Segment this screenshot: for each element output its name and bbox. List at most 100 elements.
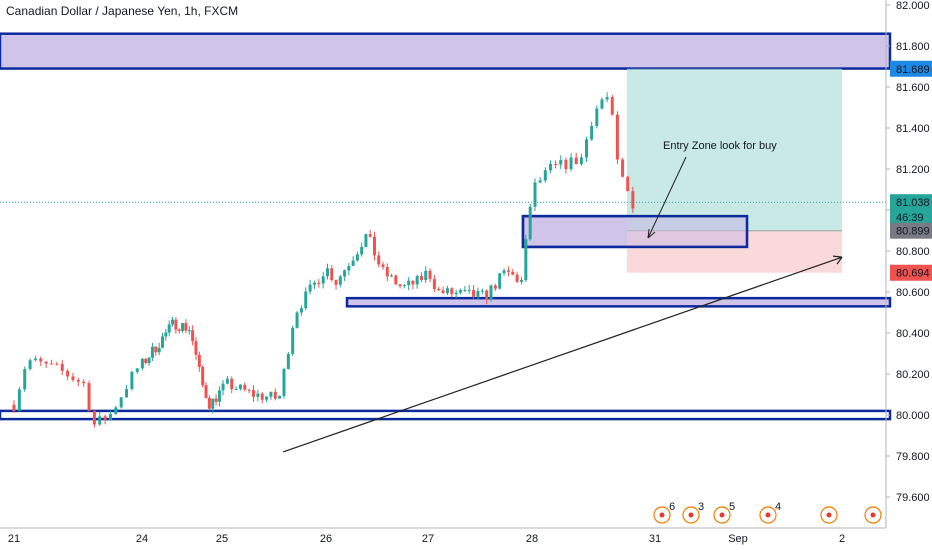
candle-body bbox=[66, 370, 70, 377]
candle-body bbox=[411, 280, 415, 285]
candle-body bbox=[17, 389, 21, 411]
candle-body bbox=[214, 398, 218, 402]
candle-body bbox=[441, 290, 445, 294]
candle-body bbox=[506, 270, 510, 272]
candle-body bbox=[130, 371, 134, 390]
candle-body bbox=[548, 163, 552, 171]
candle-body bbox=[493, 285, 497, 289]
candle-body bbox=[428, 270, 432, 280]
candle-body bbox=[489, 285, 493, 300]
candle-body bbox=[559, 160, 563, 165]
annotation-arrow bbox=[647, 156, 687, 239]
candle-body bbox=[308, 284, 312, 292]
candle-body bbox=[321, 276, 325, 284]
candle-body bbox=[355, 254, 359, 261]
candle-body bbox=[108, 413, 112, 420]
candle-body bbox=[230, 378, 234, 390]
tag-stop-bg bbox=[890, 264, 932, 281]
candle-body bbox=[207, 397, 211, 409]
candle-body bbox=[251, 390, 255, 397]
candle-body bbox=[569, 157, 573, 170]
price-tick-label: 80.600 bbox=[896, 287, 930, 299]
trend-line bbox=[282, 256, 843, 453]
candle-body bbox=[260, 393, 264, 400]
candle-body bbox=[98, 416, 102, 425]
candle-body bbox=[194, 341, 198, 355]
candle-body bbox=[554, 163, 558, 165]
candle-body bbox=[204, 385, 208, 398]
price-tick-label: 80.200 bbox=[896, 369, 930, 381]
tag-current-bg bbox=[890, 194, 932, 211]
time-tick-label: 26 bbox=[320, 533, 332, 545]
candle-body bbox=[419, 276, 423, 281]
candle-body bbox=[23, 369, 27, 390]
candle-body bbox=[485, 290, 489, 300]
zone-base bbox=[0, 409, 892, 421]
event-marker-count: 4 bbox=[775, 501, 781, 513]
price-tick-label: 81.400 bbox=[896, 123, 930, 135]
candle-body bbox=[282, 369, 286, 396]
price-tick-label: 79.600 bbox=[896, 492, 930, 504]
candle-body bbox=[463, 289, 467, 291]
candle-body bbox=[377, 255, 381, 265]
candle-body bbox=[273, 391, 277, 399]
time-tick-label: 28 bbox=[526, 533, 538, 545]
candle-body bbox=[76, 379, 80, 382]
entry-zone-overlay bbox=[521, 214, 749, 249]
target-area bbox=[627, 68, 842, 231]
candle-body bbox=[304, 291, 308, 309]
event-marker-count: 3 bbox=[698, 501, 704, 513]
tag-current: 81.038 bbox=[896, 197, 930, 209]
candle-body bbox=[174, 319, 178, 330]
event-marker-dot bbox=[659, 512, 665, 518]
candle-body bbox=[498, 273, 502, 289]
candle-body bbox=[167, 324, 171, 333]
candle-body bbox=[394, 275, 398, 285]
candle-body bbox=[312, 282, 316, 285]
candle-body bbox=[480, 290, 484, 292]
candle-body bbox=[519, 280, 523, 282]
candle-body bbox=[160, 336, 164, 348]
candle-body bbox=[605, 96, 609, 100]
price-tick-label: 80.400 bbox=[896, 328, 930, 340]
time-tick-label: 27 bbox=[422, 533, 434, 545]
tag-countdown-bg bbox=[890, 209, 932, 226]
candle-body bbox=[92, 410, 96, 425]
event-marker-dot bbox=[826, 512, 832, 518]
candle-body bbox=[450, 288, 454, 295]
candle-body bbox=[197, 354, 201, 368]
candle-body bbox=[217, 390, 221, 402]
candle-body bbox=[291, 327, 295, 355]
candle-body bbox=[119, 397, 123, 408]
candle-body bbox=[351, 260, 355, 266]
annotation-arrow-head bbox=[647, 228, 656, 239]
candle-body bbox=[39, 358, 43, 362]
candle-body bbox=[114, 407, 118, 414]
candle-body bbox=[524, 239, 528, 281]
price-tick-label: 82.000 bbox=[896, 0, 930, 12]
candle-body bbox=[125, 389, 129, 398]
candle-body bbox=[71, 376, 75, 380]
candle-body bbox=[256, 393, 260, 397]
price-tick-label: 79.800 bbox=[896, 451, 930, 463]
time-tick-label: 2 bbox=[839, 533, 845, 545]
tag-countdown: 46:39 bbox=[896, 212, 924, 224]
candle-body bbox=[12, 404, 16, 411]
candle-body bbox=[177, 329, 181, 331]
candle-body bbox=[538, 180, 542, 183]
candle-body bbox=[368, 234, 372, 237]
candle-body bbox=[343, 270, 347, 277]
candle-body bbox=[28, 360, 32, 370]
candle-body bbox=[381, 264, 385, 268]
price-tick-label: 81.200 bbox=[896, 164, 930, 176]
candle-body bbox=[140, 358, 144, 369]
candle-body bbox=[234, 389, 238, 391]
trend-line-arrow bbox=[832, 255, 843, 265]
time-tick-label: 31 bbox=[649, 533, 661, 545]
candle-body bbox=[50, 363, 54, 365]
candle-body bbox=[191, 330, 195, 342]
candle-body bbox=[364, 234, 368, 247]
candle-body bbox=[543, 170, 547, 181]
candle-body bbox=[247, 389, 251, 391]
